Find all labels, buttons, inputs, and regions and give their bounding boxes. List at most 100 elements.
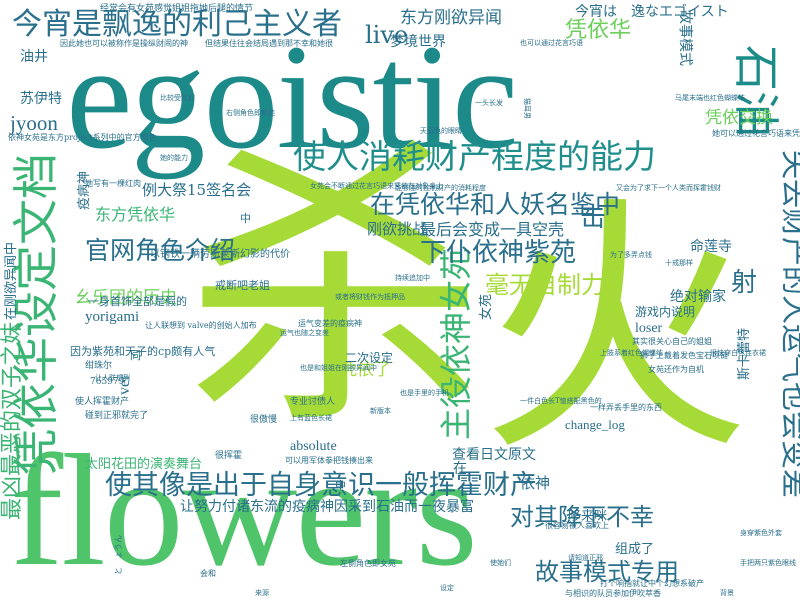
word-tiny-32: 能够随时控制财产的消耗程度 [395, 184, 486, 192]
word-tiny-1: 经常会有女苑感觉姐姐拖她后腿的情节 [100, 4, 254, 14]
word-tiny-24: 上肢系着红色蝴蝶结 [600, 349, 663, 357]
word-tiny-28: 会和 [200, 569, 216, 578]
word-tiny-19: 其实很关心自己的姐姐 [632, 337, 712, 346]
word-tiny-14: 中 [240, 212, 251, 225]
word-phrase-16: 今宵は 逸なエゴイスト [575, 4, 729, 20]
word-phrase-44: 以钢铁一辆劳斯莱斯幻影的代价 [150, 249, 290, 260]
word-tiny-6: 碰到正邪就完了 [85, 411, 149, 421]
word-tiny-49: 也是手里的手机 [400, 389, 449, 397]
word-tiny-53: 右侧角色即紫苑 [226, 109, 275, 117]
word-phrase-11: 故事模式专用 [535, 558, 679, 586]
word-phrase-40: 游戏内说明 [635, 305, 696, 319]
word-tiny-47: 或者将财钱作为抵押品 [335, 293, 405, 301]
word-phrase-20: 例大祭15签名会 [142, 181, 252, 199]
word-tiny-51: 比较受欢迎 [160, 94, 195, 102]
word-tiny-15: 同 [130, 349, 141, 362]
word-phrase-17: 幺乐团的历史 [75, 288, 177, 308]
word-phrase-43: 因为紫苑和天子的cp颇有人气 [70, 345, 216, 358]
word-phrase-37: 女苑 [479, 293, 494, 320]
word-phrase-29: 绝对输家 [670, 289, 726, 305]
word-tiny-18: 765979 [90, 377, 125, 387]
word-phrase-34: 太阳花田的演奏舞台 [85, 457, 203, 472]
word-phrase-24: 油井 [20, 49, 48, 65]
word-phrase-25: 梦境世界 [390, 34, 446, 50]
word-tiny-48: 为了多弄点钱 [610, 251, 652, 259]
word-egoistic: egoistic [66, 14, 519, 180]
word-tiny-46: 手把两只紫色眼线 [740, 559, 796, 567]
word-tiny-52: 持续追加中 [395, 274, 430, 282]
word-tiny-7: 使人挥霍财产 [75, 397, 130, 407]
word-absolute: absolute [290, 439, 337, 454]
word-tiny-54: 一头长发 [475, 99, 503, 107]
word-phrase-12: 对其降下不幸 [510, 503, 654, 531]
word-shoot: 射 [731, 268, 758, 298]
word-tiny-45: 上有蓝色长裙 [290, 414, 332, 422]
word-yoriihua: 凭依华 [565, 18, 632, 43]
word-kill: 杀 [185, 115, 485, 464]
word-phrase-26: 凭依了 [340, 360, 391, 380]
word-tiny-8: 很傲慢 [250, 415, 278, 425]
word-phrase-28: 命莲寺 [690, 239, 732, 255]
word-tiny-23: 一样弄丢手里的东西 [590, 403, 662, 412]
word-tiny-55: 天蓝色的眼睛 [420, 127, 462, 135]
word-phrase-2: 使人消耗财产程度的能力 [293, 137, 656, 176]
word-tiny-25: 一件白色长T恤搭配黑色的 [520, 397, 602, 405]
word-tiny-13: 运气变差的疫病神 [298, 319, 362, 328]
word-phrase-42: 戒断吧老姐 [215, 279, 270, 292]
word-phrase-13: 最后会变成一具空壳 [420, 220, 565, 239]
word-tiny-39: 打个响指就让中个幻想系破产 [600, 579, 704, 588]
word-yorigami: yorigami [85, 309, 140, 325]
word-phrase-6: 主役依神女苑 [437, 247, 475, 440]
word-phrase-36: 疫病神 [77, 170, 92, 210]
word-phrase-39: 在刚欲异闻中 [4, 241, 19, 320]
word-tiny-27: 左侧角色即女苑 [340, 559, 396, 568]
word-tiny-30: 她可以通过花言巧语来凭依在对象身上 [712, 129, 800, 138]
word-tiny-57: 背景 [720, 589, 734, 597]
word-phrase-41: 一身首饰全部是假的 [88, 295, 187, 308]
word-phrase-7: 下仆依神紫苑 [420, 238, 577, 268]
word-tiny-40: 让人联想到 [95, 374, 130, 382]
word-phrase-30: 查看日文原文 [452, 447, 536, 463]
word-tiny-10: 可以用军体拳把钱揍出来 [285, 456, 373, 465]
word-tiny-41: 十戒那样 [665, 259, 693, 267]
word-tiny-3: 但结果住往会结局遇到那不幸和她很 [205, 39, 333, 48]
word-phrase-23: 苏伊特 [20, 91, 62, 107]
word-live: live [365, 21, 409, 49]
word-tiny-5: 专业讨债人 [290, 397, 336, 407]
word-phrase-14: 最凶最恶的双子之妹 [0, 321, 25, 520]
word-tiny-59: 设定 [440, 584, 454, 592]
word-tiny-58: 使她们 [490, 559, 511, 567]
word-tiny-22: 很容易被人喜欢上 [545, 521, 609, 530]
word-tiny-56: 新版本 [370, 407, 391, 415]
word-tiny-11: 她写有一棵红肉 [85, 179, 141, 188]
word-tiny-50: 她的能力 [160, 154, 188, 162]
word-tiny-35: 也是和姐姐在刚欲异闻中 [300, 364, 377, 372]
word-phrase-18: 东方凭依华 [95, 205, 176, 224]
word-tiny-26: 身穿紫色外套 [740, 529, 782, 537]
word-phrase-19: 刚欲挑战 [367, 220, 428, 238]
word-tiny-16: 中 [335, 479, 346, 492]
word-tiny-12: 让人联想到 valve的创始人加布 [145, 321, 257, 330]
word-phrase-31: 二次设定 [345, 351, 394, 365]
word-jyoon: jyoon [10, 111, 58, 135]
word-tiny-21: 女苑还作为自机 [648, 365, 704, 374]
word-tiny-37: 请知道正邪 [568, 554, 603, 562]
word-phrase-1: 今宵是飘逸的利己主义者 [12, 7, 342, 42]
word-tiny-17: 绀珠尔 [85, 361, 113, 371]
word-tiny-34: 又会为了求下一个人类而挥霍钱财 [616, 184, 721, 192]
word-phrase-32: 组成了 [615, 542, 655, 557]
word-tiny-31: 马尾末端也红色蝴蝶结 [675, 94, 745, 102]
word-tiny-20: 狮子上戴着发色宝石项链 [640, 351, 728, 360]
word-phrase-5: 在凭依华和人妖名鉴中 [370, 190, 621, 219]
word-zai: 在 [453, 461, 467, 477]
word-phrase-35: 让努力付诸东流的疫病神因采到石油而一夜暴富 [180, 499, 474, 515]
word-tiny-36: 也可以通过花言巧语 [520, 39, 583, 47]
word-tiny-60: 来源 [255, 589, 269, 597]
word-tiny-38: 与相识的队员参加伊吹萃香 [565, 589, 661, 598]
word-phrase-21: 凭依交换 [705, 108, 773, 128]
word-tiny-4: 依神女苑是东方project系列中的官方角色 [8, 133, 157, 142]
word-phrase-4: 使其像是出于自身意识一般挥霍财产 [105, 470, 537, 501]
word-hit: 击 [580, 203, 607, 233]
word-phrase-8: 失去财产的人运气也会变差 [778, 150, 800, 499]
